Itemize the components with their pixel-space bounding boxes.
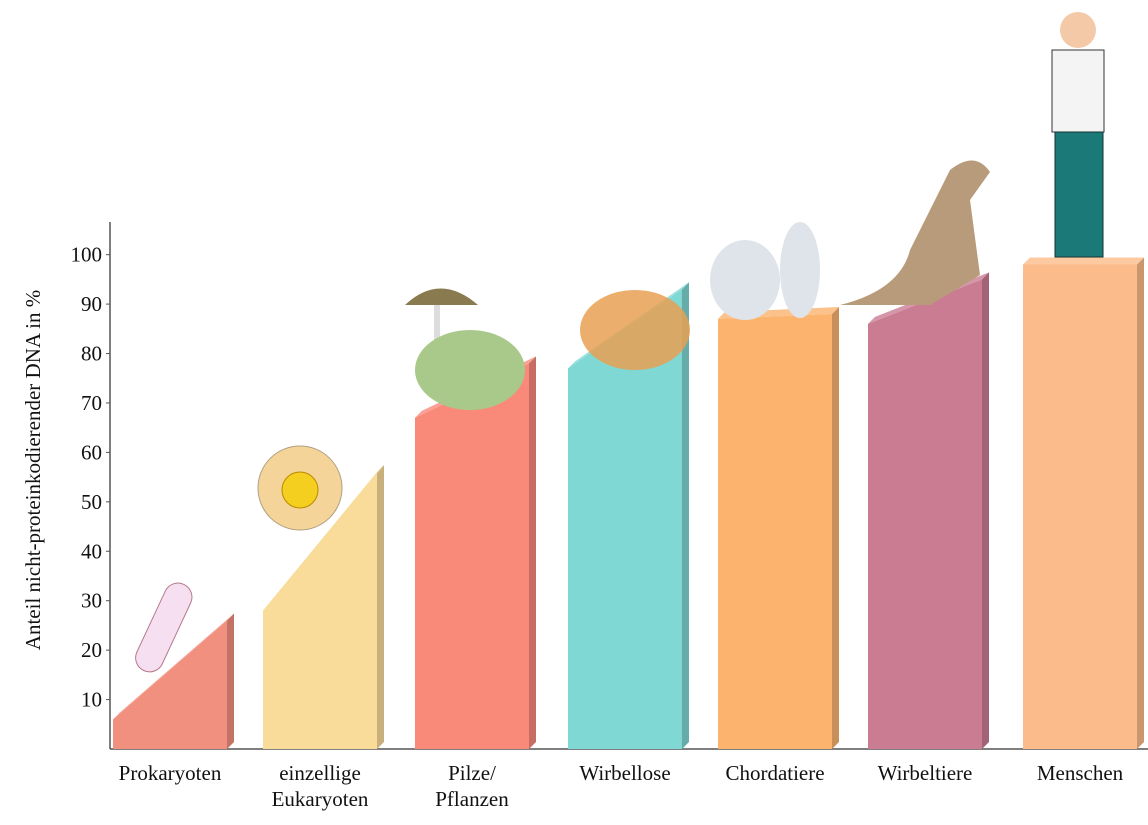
bar-side [982, 272, 989, 749]
dog [840, 160, 990, 305]
mushroom-stem [434, 305, 440, 340]
y-tick-label: 40 [81, 539, 102, 563]
x-tick-label: Wirbellose [579, 761, 670, 785]
y-tick-label: 20 [81, 638, 102, 662]
bar [568, 289, 682, 749]
chordate [710, 240, 780, 320]
bar-side [1137, 257, 1144, 749]
bar-side [832, 306, 839, 749]
person-legs [1054, 131, 1104, 258]
y-tick-label: 30 [81, 589, 102, 613]
bacterium [135, 582, 193, 673]
plant [415, 330, 525, 410]
bar-side [529, 356, 536, 749]
x-tick-label: Menschen [1037, 761, 1124, 785]
y-tick-label: 50 [81, 490, 102, 514]
octopus [580, 290, 690, 370]
x-tick-label-line: Chordatiere [725, 761, 824, 785]
bar [415, 363, 529, 749]
person-shirt [1051, 49, 1105, 133]
x-tick-label-line: Pflanzen [435, 787, 509, 811]
bar-side [227, 613, 234, 749]
chordate [780, 222, 820, 318]
y-tick-label: 100 [71, 243, 103, 267]
x-tick-label: Pilze/Pflanzen [435, 761, 509, 811]
y-tick-label: 60 [81, 440, 102, 464]
x-tick-label: Wirbeltiere [878, 761, 973, 785]
bar [113, 620, 227, 749]
y-tick-label: 70 [81, 391, 102, 415]
x-tick-label-line: einzellige [279, 761, 361, 785]
bar-top [1023, 257, 1144, 265]
x-tick-label-line: Eukaryoten [272, 787, 369, 811]
person-head [1060, 12, 1096, 48]
bar-side [377, 465, 384, 749]
y-tick-label: 10 [81, 688, 102, 712]
x-tick-label: Chordatiere [725, 761, 824, 785]
x-tick-label-line: Prokaryoten [119, 761, 222, 785]
mushroom [405, 288, 478, 305]
nucleus [281, 471, 319, 509]
y-tick-label: 80 [81, 342, 102, 366]
bar [868, 279, 982, 749]
x-tick-label: Prokaryoten [119, 761, 222, 785]
x-tick-label-line: Menschen [1037, 761, 1124, 785]
y-axis-label: Anteil nicht-proteinkodierender DNA in % [21, 290, 45, 650]
x-tick-label-line: Wirbellose [579, 761, 670, 785]
x-tick-label-line: Wirbeltiere [878, 761, 973, 785]
y-tick-label: 90 [81, 292, 102, 316]
bar [263, 472, 377, 749]
x-tick-label-line: Pilze/ [448, 761, 496, 785]
bar-side [682, 282, 689, 749]
bar [718, 313, 832, 749]
bar [1023, 264, 1137, 749]
x-tick-label: einzellige Eukaryoten [272, 761, 369, 811]
decorations [135, 12, 1105, 673]
bar-top [113, 613, 234, 720]
